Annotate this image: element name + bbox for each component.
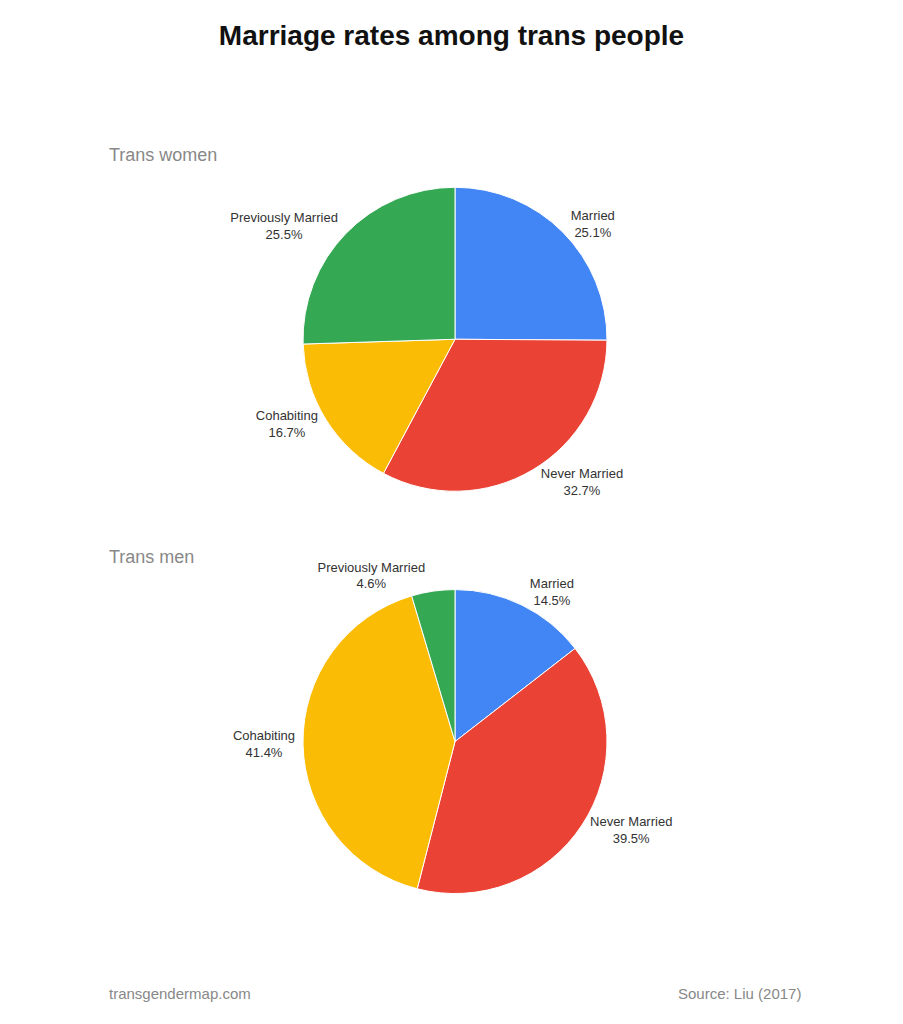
svg-text:Marriage rates among trans peo: Marriage rates among trans people: [219, 20, 684, 51]
svg-text:Source: Liu (2017): Source: Liu (2017): [678, 985, 801, 1002]
svg-text:Married14.5%: Married14.5%: [530, 576, 574, 608]
svg-text:Never Married39.5%: Never Married39.5%: [590, 814, 672, 846]
svg-text:Previously Married4.6%: Previously Married4.6%: [317, 560, 425, 592]
svg-text:Trans men: Trans men: [109, 547, 194, 567]
svg-text:Never Married32.7%: Never Married32.7%: [541, 466, 623, 498]
svg-text:Cohabiting41.4%: Cohabiting41.4%: [233, 728, 295, 760]
svg-text:Married25.1%: Married25.1%: [571, 208, 615, 240]
svg-text:Previously Married25.5%: Previously Married25.5%: [230, 210, 338, 242]
svg-text:transgendermap.com: transgendermap.com: [109, 985, 251, 1002]
svg-text:Cohabiting16.7%: Cohabiting16.7%: [256, 408, 318, 440]
svg-text:Trans women: Trans women: [109, 145, 217, 165]
